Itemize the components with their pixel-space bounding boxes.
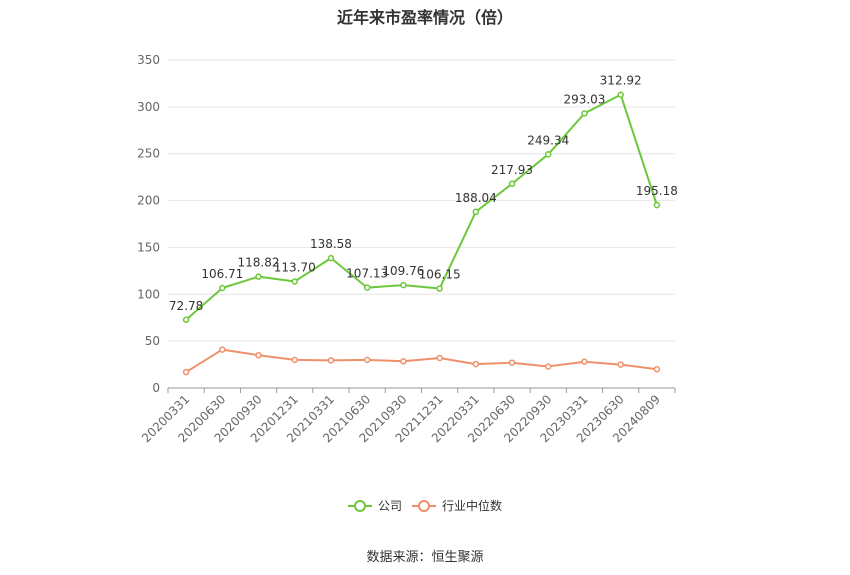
company-data-label: 109.76	[382, 264, 424, 278]
y-tick-label: 350	[137, 53, 160, 67]
legend-item-industry[interactable]: 行业中位数	[412, 498, 502, 513]
industry-point	[363, 356, 371, 364]
legend-label: 行业中位数	[442, 498, 502, 513]
company-point	[581, 110, 588, 117]
industry-point	[545, 363, 552, 370]
company-point	[219, 284, 226, 292]
chart-title: 近年来市盈率情况（倍）	[336, 8, 513, 27]
company-point	[182, 316, 190, 324]
company-point	[291, 278, 298, 285]
company-point	[363, 284, 371, 291]
y-tick-label: 0	[152, 381, 160, 395]
y-tick-label: 150	[137, 240, 160, 254]
company-point	[545, 151, 552, 158]
company-data-label: 106.71	[201, 267, 243, 281]
data-source: 数据来源：恒生聚源	[366, 550, 484, 565]
industry-point	[581, 358, 588, 366]
legend-label: 公司	[378, 499, 402, 513]
company-point	[400, 281, 407, 289]
series-layer	[182, 91, 661, 376]
grid-lines	[168, 59, 675, 342]
legend-marker	[354, 500, 366, 512]
company-data-label: 118.82	[238, 256, 280, 270]
industry-point	[219, 346, 226, 353]
company-data-label: 195.18	[636, 184, 678, 198]
industry-point	[436, 354, 443, 362]
company-point	[617, 91, 624, 98]
company-data-label: 138.58	[310, 237, 352, 251]
company-data-label: 188.04	[455, 191, 497, 205]
legend-item-company[interactable]: 公司	[348, 499, 402, 513]
industry-point	[508, 359, 516, 366]
industry-series-line	[185, 348, 658, 373]
company-data-label: 293.03	[563, 92, 605, 106]
company-point	[653, 201, 661, 209]
company-point	[508, 180, 516, 188]
industry-point	[327, 357, 335, 364]
industry-point	[653, 366, 661, 373]
company-data-label: 113.70	[274, 260, 316, 274]
company-point	[327, 254, 335, 262]
company-data-label: 106.15	[419, 268, 461, 282]
industry-point	[617, 361, 624, 368]
industry-point	[400, 358, 407, 365]
company-point	[255, 273, 262, 280]
y-tick-label: 250	[137, 147, 160, 161]
legend-marker	[418, 500, 430, 512]
company-data-label: 107.13	[346, 267, 388, 281]
company-point	[472, 208, 480, 216]
company-series-line	[185, 93, 658, 321]
industry-point	[291, 356, 298, 364]
company-point	[436, 285, 443, 292]
y-tick-label: 50	[145, 334, 160, 348]
company-data-label: 217.93	[491, 163, 533, 177]
industry-point	[255, 351, 262, 359]
y-tick-label: 100	[137, 287, 160, 301]
company-data-label: 72.78	[169, 299, 203, 313]
legend[interactable]: 公司 行业中位数	[348, 498, 502, 513]
company-data-label: 312.92	[600, 74, 642, 88]
industry-point	[182, 368, 190, 376]
industry-point	[472, 360, 480, 368]
y-tick-label: 300	[137, 100, 160, 114]
y-tick-label: 200	[137, 194, 160, 208]
company-data-label: 249.34	[527, 133, 569, 147]
x-axis: 2020033120200630202009302020123120210331…	[139, 387, 676, 445]
y-axis-ticks: 0 50 100 150 200 250 300 350	[137, 53, 160, 395]
